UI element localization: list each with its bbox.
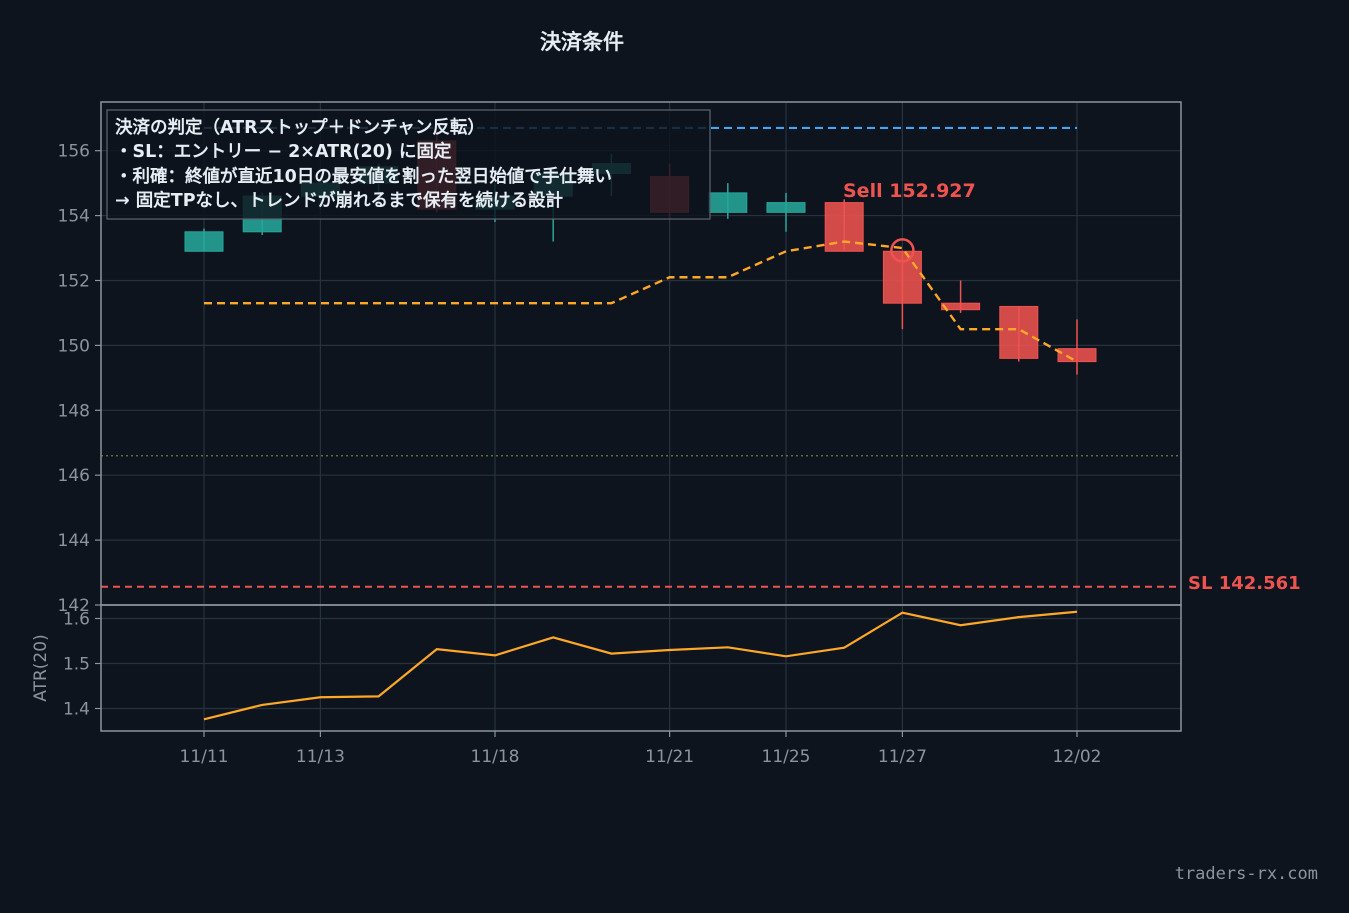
candle-body [999, 305, 1039, 359]
atr-series [203, 610, 1078, 721]
atr-y-axis-label: ATR(20) [31, 634, 51, 701]
candle-body [708, 192, 748, 213]
candle-body [184, 231, 224, 252]
candle-body [1057, 348, 1097, 363]
xtick-11/21: 11/21 [645, 747, 694, 767]
main-ytick-148: 148 [58, 401, 90, 421]
xtick-12/02: 12/02 [1053, 747, 1102, 767]
candle-body [941, 302, 981, 311]
xtick-11/18: 11/18 [471, 747, 520, 767]
annotation-line-2: ・SL：エントリー − 2×ATR(20) に固定 [115, 141, 452, 162]
main-ytick-146: 146 [58, 466, 90, 486]
atr-ytick-1.6: 1.6 [63, 610, 90, 630]
candle-12/01 [999, 305, 1039, 362]
candle-11/25 [766, 192, 806, 232]
annotation-box-bg [106, 109, 711, 220]
candle-11/28 [941, 280, 981, 313]
annotation-line-1: 決済の判定（ATRストップ＋ドンチャン反転） [115, 117, 485, 138]
candle-body [766, 202, 806, 213]
annotation-line-4: → 固定TPなし、トレンドが崩れるまで保有を続ける設計 [115, 190, 564, 211]
main-ytick-152: 152 [58, 271, 90, 291]
chart-title: 決済条件 [540, 30, 624, 54]
stop-loss-label: SL 142.561 [1188, 573, 1301, 594]
xtick-11/11: 11/11 [180, 747, 229, 767]
candle-11/27 [882, 250, 922, 330]
sell-label: Sell 152.927 [843, 180, 976, 202]
atr-ytick-1.5: 1.5 [63, 655, 90, 675]
main-ytick-142: 142 [58, 596, 90, 616]
plot-frames [100, 101, 1182, 732]
donchian-channel-line [204, 238, 1078, 363]
main-ytick-154: 154 [58, 207, 90, 227]
main-ytick-144: 144 [58, 531, 90, 551]
channel-lower-path [204, 240, 1078, 363]
x-ticks: 11/11 11/13 11/18 11/21 11/25 11/27 12/02 [180, 731, 1102, 767]
xtick-11/25: 11/25 [762, 747, 811, 767]
candle-11/24 [708, 183, 748, 219]
atr-line [203, 610, 1078, 721]
xtick-11/13: 11/13 [296, 747, 345, 767]
main-ytick-150: 150 [58, 336, 90, 356]
main-ytick-156: 156 [58, 142, 90, 162]
candle-body [882, 250, 922, 304]
annotation-box: 決済の判定（ATRストップ＋ドンチャン反転） ・SL：エントリー − 2×ATR… [106, 109, 711, 220]
annotation-line-3: ・利確：終値が直近10日の最安値を割った翌日始値で手仕舞い [115, 166, 612, 187]
main-y-ticks: 142 144 146 148 150 152 154 156 [58, 142, 101, 616]
watermark: traders-rx.com [1175, 864, 1318, 884]
atr-frame [100, 604, 1182, 732]
candle-12/02 [1057, 319, 1097, 375]
sell-marker [890, 238, 915, 263]
atr-y-ticks: 1.4 1.5 1.6 [63, 610, 101, 720]
atr-ytick-1.4: 1.4 [63, 700, 90, 720]
atr-grid [101, 605, 1181, 731]
candle-11/11 [184, 228, 224, 252]
xtick-11/27: 11/27 [878, 747, 927, 767]
